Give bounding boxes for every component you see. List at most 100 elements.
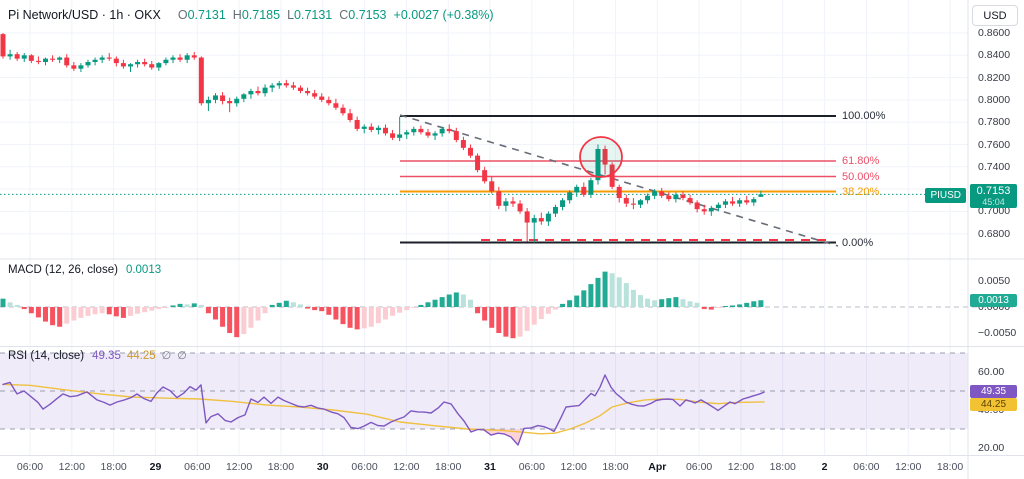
candle-body-up xyxy=(503,201,509,206)
candle-body-up xyxy=(375,127,381,131)
candle-body-down xyxy=(305,90,311,94)
time-axis-label: 06:00 xyxy=(16,461,44,473)
time-axis-label: 31 xyxy=(484,461,496,473)
ohlc-values: O0.7131 H0.7185 L0.7131 C0.7153 xyxy=(171,8,387,22)
time-axis-label: 18:00 xyxy=(602,461,629,473)
time-axis-label: 06:00 xyxy=(685,461,713,473)
candle-body-up xyxy=(85,61,91,66)
candle-body-down xyxy=(418,128,424,133)
macd-bar xyxy=(531,307,537,325)
macd-bar xyxy=(14,304,20,307)
ohlc-value: 0.7131 xyxy=(187,8,226,22)
macd-bar xyxy=(305,307,311,309)
candle-body-down xyxy=(467,147,473,156)
macd-bar xyxy=(71,307,77,321)
rsi-axis-label: 20.00 xyxy=(978,442,1005,454)
macd-bar xyxy=(637,295,643,307)
candle-body-down xyxy=(453,131,459,141)
macd-bar xyxy=(751,301,757,307)
candle-body-down xyxy=(354,119,360,129)
candle-body-up xyxy=(212,95,218,100)
candle-body-down xyxy=(35,60,41,62)
candle-body-down xyxy=(694,202,700,210)
candle-body-down xyxy=(198,57,204,104)
candle-body-up xyxy=(57,57,63,60)
macd-bar xyxy=(149,307,155,311)
symbol-title[interactable]: Pi Network/USD · 1h · OKX xyxy=(8,8,161,22)
macd-bar xyxy=(538,307,544,319)
candle-body-up xyxy=(715,204,721,209)
macd-bar xyxy=(170,305,176,307)
macd-bar xyxy=(212,307,218,320)
candle-body-down xyxy=(623,198,629,204)
current-price-badge: 0.7153 45:04 xyxy=(970,184,1017,208)
candle-body-down xyxy=(28,55,34,61)
candle-body-down xyxy=(255,90,261,94)
candle-body-up xyxy=(248,90,254,95)
macd-bar xyxy=(680,299,686,307)
macd-bar xyxy=(50,307,56,326)
candle-body-up xyxy=(99,57,105,60)
rsi-title[interactable]: RSI (14, close) xyxy=(8,350,85,362)
candle-body-down xyxy=(333,103,339,108)
rsi-axis-label: 60.00 xyxy=(978,366,1005,378)
macd-bar xyxy=(248,307,254,328)
candle-body-down xyxy=(50,58,56,60)
price-axis-label: 0.6800 xyxy=(978,227,1011,240)
macd-bar xyxy=(517,307,523,337)
candle-body-down xyxy=(666,195,672,200)
macd-bar xyxy=(78,307,84,318)
candle-body-down xyxy=(149,64,155,68)
price-axis-label: 0.8600 xyxy=(978,27,1011,39)
macd-bar xyxy=(177,303,183,307)
time-axis-label: 12:00 xyxy=(225,461,253,473)
ohlc-letter: H xyxy=(232,8,242,22)
macd-bar xyxy=(390,307,396,316)
macd-bar xyxy=(453,292,459,307)
candle-body-up xyxy=(397,134,403,138)
macd-bar xyxy=(156,307,162,310)
macd-bar xyxy=(227,307,233,333)
time-axis-label: 18:00 xyxy=(267,461,295,473)
candle-body-down xyxy=(744,200,750,203)
candle-body-up xyxy=(751,199,757,203)
price-axis-label: 0.7400 xyxy=(978,160,1011,173)
candle-body-down xyxy=(701,209,707,212)
macd-bar xyxy=(645,298,651,307)
candle-body-down xyxy=(113,58,119,64)
currency-toggle-button[interactable]: USD xyxy=(972,5,1018,26)
ohlc-letter: C xyxy=(339,8,349,22)
candle-body-down xyxy=(510,201,516,204)
macd-bar xyxy=(283,300,289,307)
chart-legend: Pi Network/USD · 1h · OKX O0.7131 H0.7185 L… xyxy=(8,8,494,22)
macd-bar xyxy=(730,305,736,307)
macd-bar xyxy=(113,307,119,317)
price-axis-label: 0.8000 xyxy=(978,93,1011,106)
candle-body-up xyxy=(156,63,162,68)
candle-body-up xyxy=(637,200,643,205)
rsi-legend: RSI (14, close) 49.35 44.25 ∅ ∅ xyxy=(8,349,187,362)
candle-body-down xyxy=(390,133,396,138)
rsi-empty-symbol: ∅ xyxy=(161,350,172,362)
macd-bar xyxy=(446,294,452,307)
price-axis-label: 0.7600 xyxy=(978,138,1011,151)
candle-body-down xyxy=(120,63,126,67)
candle-body-up xyxy=(127,64,133,67)
macd-bar xyxy=(616,277,622,307)
macd-bar xyxy=(418,304,424,307)
macd-bar xyxy=(99,307,105,314)
macd-bar xyxy=(524,307,530,331)
time-axis-label: 06:00 xyxy=(351,461,378,473)
time-axis-label: 06:00 xyxy=(518,461,545,473)
time-axis-label: 12:00 xyxy=(727,461,755,473)
macd-bar xyxy=(411,307,417,309)
macd-bar xyxy=(312,307,318,311)
candle-body-down xyxy=(524,211,530,223)
macd-bar xyxy=(545,307,551,314)
macd-bar xyxy=(0,298,6,307)
time-axis-label: 18:00 xyxy=(100,461,127,473)
time-axis-label: 18:00 xyxy=(769,461,796,473)
macd-bar xyxy=(595,277,601,307)
macd-title[interactable]: MACD (12, 26, close) xyxy=(8,264,118,276)
